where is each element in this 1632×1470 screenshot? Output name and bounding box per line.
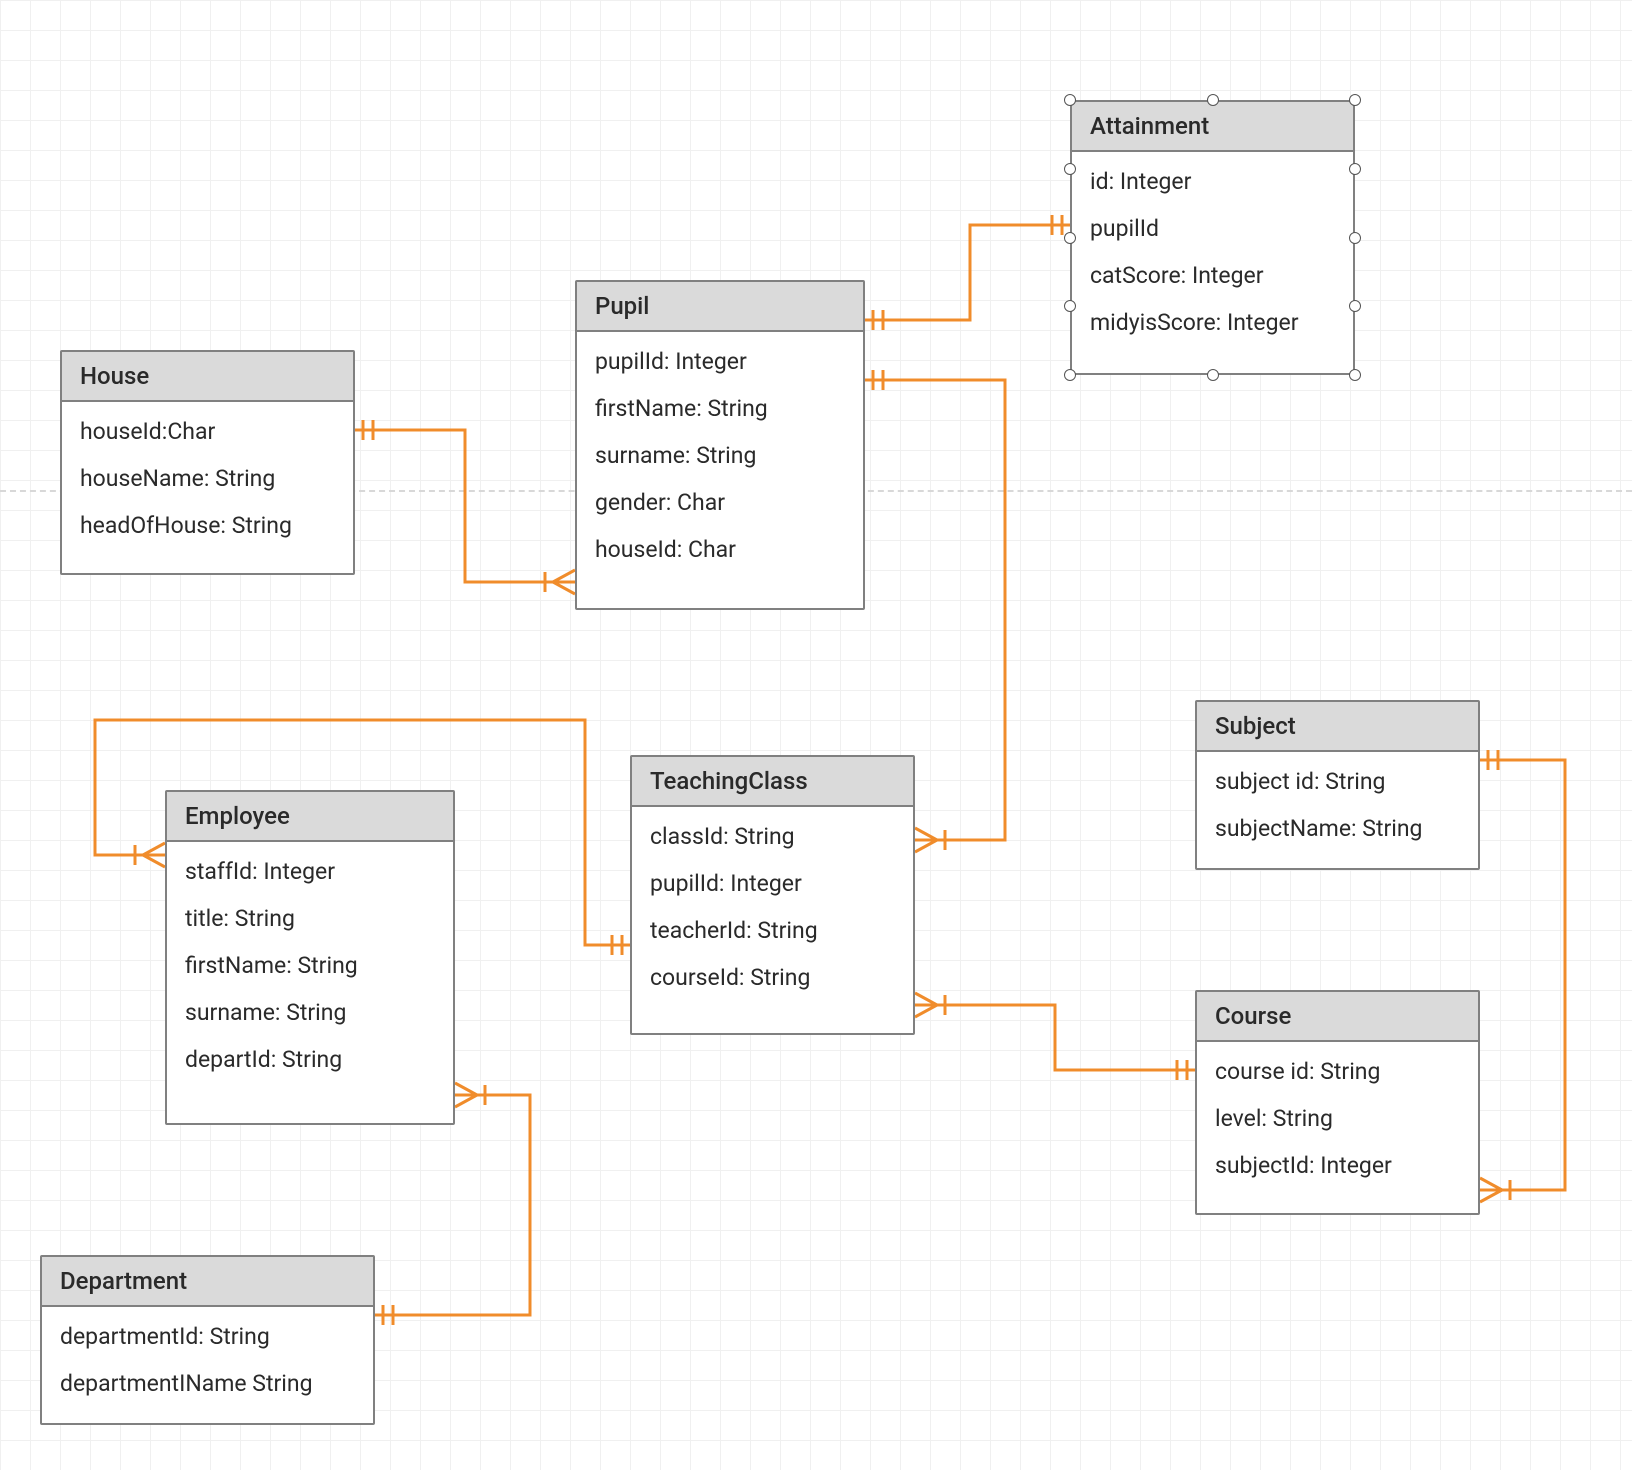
entity-attrs: pupilId: Integer firstName: String surna… [577,332,863,579]
entity-attrs: staffId: Integer title: String firstName… [167,842,453,1089]
entity-title: Pupil [577,282,863,332]
selection-handle[interactable] [1349,163,1361,175]
selection-handle[interactable] [1349,300,1361,312]
attr: classId: String [632,813,913,860]
attr: firstName: String [577,385,863,432]
attr: id: Integer [1072,158,1353,205]
entity-attainment[interactable]: Attainment id: Integer pupilId catScore:… [1070,100,1355,375]
attr: pupilId: Integer [577,338,863,385]
entity-title: Employee [167,792,453,842]
selection-handle[interactable] [1064,163,1076,175]
entity-pupil[interactable]: Pupil pupilId: Integer firstName: String… [575,280,865,610]
attr: subject id: String [1197,758,1478,805]
selection-handle[interactable] [1349,369,1361,381]
entity-house[interactable]: House houseId:Char houseName: String hea… [60,350,355,575]
selection-handle[interactable] [1064,300,1076,312]
entity-title: Attainment [1072,102,1353,152]
entity-title: Subject [1197,702,1478,752]
selection-handle[interactable] [1349,232,1361,244]
attr: houseId:Char [62,408,353,455]
entity-employee[interactable]: Employee staffId: Integer title: String … [165,790,455,1125]
attr: houseId: Char [577,526,863,573]
entity-attrs: houseId:Char houseName: String headOfHou… [62,402,353,555]
attr: firstName: String [167,942,453,989]
selection-handle[interactable] [1207,369,1219,381]
attr: gender: Char [577,479,863,526]
entity-department[interactable]: Department departmentId: String departme… [40,1255,375,1425]
attr: courseId: String [632,954,913,1001]
selection-handle[interactable] [1064,94,1076,106]
entity-attrs: departmentId: String departmentIName Str… [42,1307,373,1413]
entity-attrs: subject id: String subjectName: String [1197,752,1478,858]
entity-title: Department [42,1257,373,1307]
attr: departmentIName String [42,1360,373,1407]
attr: midyisScore: Integer [1072,299,1353,346]
attr: teacherId: String [632,907,913,954]
attr: surname: String [167,989,453,1036]
entity-subject[interactable]: Subject subject id: String subjectName: … [1195,700,1480,870]
attr: catScore: Integer [1072,252,1353,299]
attr: course id: String [1197,1048,1478,1095]
attr: departId: String [167,1036,453,1083]
entity-course[interactable]: Course course id: String level: String s… [1195,990,1480,1215]
attr: staffId: Integer [167,848,453,895]
attr: subjectName: String [1197,805,1478,852]
attr: level: String [1197,1095,1478,1142]
entity-attrs: classId: String pupilId: Integer teacher… [632,807,913,1007]
entity-title: TeachingClass [632,757,913,807]
selection-handle[interactable] [1349,94,1361,106]
attr: departmentId: String [42,1313,373,1360]
attr: surname: String [577,432,863,479]
selection-handle[interactable] [1064,232,1076,244]
attr: headOfHouse: String [62,502,353,549]
entity-title: Course [1197,992,1478,1042]
attr: subjectId: Integer [1197,1142,1478,1189]
entity-title: House [62,352,353,402]
entity-teachingclass[interactable]: TeachingClass classId: String pupilId: I… [630,755,915,1035]
attr: pupilId: Integer [632,860,913,907]
selection-handle[interactable] [1064,369,1076,381]
selection-handle[interactable] [1207,94,1219,106]
entity-attrs: course id: String level: String subjectI… [1197,1042,1478,1195]
attr: title: String [167,895,453,942]
attr: houseName: String [62,455,353,502]
entity-attrs: id: Integer pupilId catScore: Integer mi… [1072,152,1353,352]
attr: pupilId [1072,205,1353,252]
